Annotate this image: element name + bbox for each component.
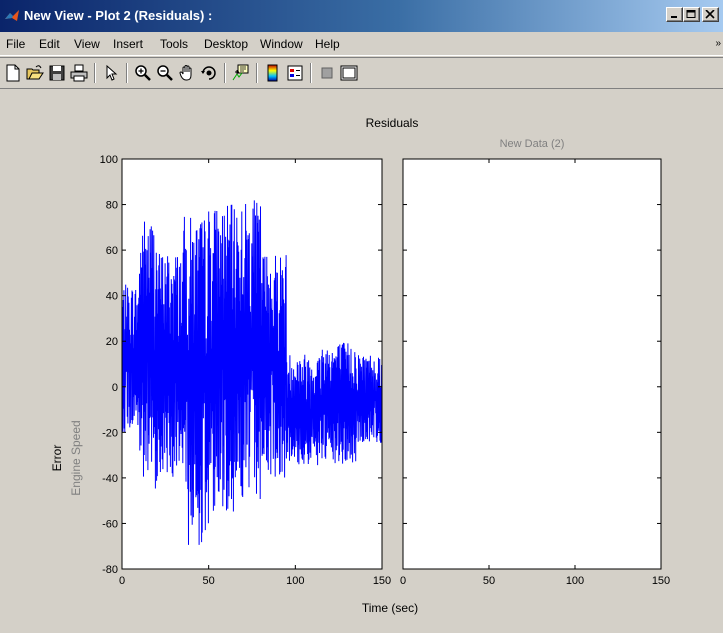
y-axis-label: Error	[50, 445, 64, 472]
toolbar-separator	[256, 63, 258, 83]
open-file-icon	[26, 65, 44, 80]
y-tick-label: -40	[102, 473, 118, 485]
show-plot-tools-button[interactable]	[338, 62, 360, 84]
colorbar-button[interactable]	[262, 62, 284, 84]
y-tick-label: -60	[102, 518, 118, 530]
y-tick-label: 100	[100, 154, 118, 166]
legend-button[interactable]	[284, 62, 306, 84]
axes-left-frame	[121, 158, 383, 570]
menu-insert[interactable]: Insert	[113, 37, 144, 51]
rotate-3d-icon	[201, 66, 216, 80]
axes-right[interactable]	[402, 158, 662, 570]
window-title: New View - Plot 2 (Residuals) :	[24, 8, 213, 23]
matlab-logo-icon	[5, 10, 19, 21]
hide-plot-tools-icon	[321, 67, 333, 79]
menu-file[interactable]: File	[6, 37, 26, 51]
legend-icon	[287, 65, 303, 81]
new-figure-button[interactable]	[2, 62, 24, 84]
close-button[interactable]	[702, 7, 719, 22]
figure-toolbar	[0, 57, 723, 89]
menu-view[interactable]: View	[74, 37, 100, 51]
residual-series-line	[121, 200, 383, 545]
residual-trace	[121, 200, 383, 545]
left-y-ticks: 100 80 60 40 20 0 -20 -40 -60 -80	[100, 154, 382, 576]
save-button[interactable]	[46, 62, 68, 84]
open-file-button[interactable]	[24, 62, 46, 84]
x-tick-label: 50	[203, 575, 215, 587]
colorbar-icon	[267, 64, 278, 82]
zoom-out-icon	[157, 65, 173, 81]
maximize-button[interactable]	[683, 7, 700, 22]
zoom-out-button[interactable]	[154, 62, 176, 84]
right-y-ticks	[403, 158, 661, 570]
y-tick-label: 0	[112, 382, 118, 394]
rotate-3d-button[interactable]	[198, 62, 220, 84]
toolbar-separator	[126, 63, 128, 83]
toolbar-separator	[224, 63, 226, 83]
menu-desktop[interactable]: Desktop	[204, 37, 249, 51]
show-plot-tools-icon	[340, 65, 358, 81]
y-axis-sublabel: Engine Speed	[69, 420, 83, 495]
menu-tools[interactable]: Tools	[160, 37, 189, 51]
hide-plot-tools-button[interactable]	[316, 62, 338, 84]
edit-plot-button[interactable]	[100, 62, 122, 84]
pan-hand-icon	[179, 64, 192, 81]
save-icon	[49, 65, 65, 81]
data-cursor-button[interactable]	[230, 62, 252, 84]
zoom-in-button[interactable]	[132, 62, 154, 84]
y-tick-label: 80	[106, 200, 118, 212]
toolbar-separator	[310, 63, 312, 83]
print-icon	[70, 64, 88, 82]
figure-canvas: Residuals 100 80 60 40 20 0 -20 -40 -60 -80 0 50 10…	[0, 90, 723, 633]
x-tick-label: 0	[119, 575, 125, 587]
toolbar-separator	[94, 63, 96, 83]
y-tick-label: 40	[106, 291, 118, 303]
menu-overflow-chevron-icon[interactable]: »	[715, 38, 721, 49]
x-tick-label: 50	[483, 575, 495, 587]
x-tick-label: 100	[286, 575, 304, 587]
y-tick-label: 20	[106, 336, 118, 348]
y-tick-label: -20	[102, 427, 118, 439]
print-button[interactable]	[68, 62, 90, 84]
title-bar[interactable]: New View - Plot 2 (Residuals) :	[0, 0, 723, 32]
pan-button[interactable]	[176, 62, 198, 84]
x-axis-label: Time (sec)	[362, 601, 418, 615]
x-tick-label: 150	[373, 575, 391, 587]
x-tick-label: 100	[566, 575, 584, 587]
right-x-ticks: 0 50 100 150	[400, 159, 670, 587]
y-tick-label: 60	[106, 245, 118, 257]
menu-edit[interactable]: Edit	[39, 37, 60, 51]
close-icon	[705, 10, 715, 19]
maximize-icon	[686, 10, 696, 18]
x-tick-label: 150	[652, 575, 670, 587]
zoom-in-icon	[135, 65, 151, 81]
left-x-ticks: 0 50 100 150	[119, 159, 391, 587]
menu-bar: File Edit View Insert Tools Desktop Wind…	[0, 32, 723, 56]
menu-help[interactable]: Help	[315, 37, 340, 51]
axes-right-title: New Data (2)	[500, 138, 565, 150]
x-tick-label: 0	[400, 575, 406, 587]
minimize-icon	[671, 16, 677, 18]
y-tick-label: -80	[102, 564, 118, 576]
data-cursor-icon	[232, 64, 249, 81]
new-figure-icon	[6, 64, 20, 82]
minimize-button[interactable]	[666, 7, 683, 22]
edit-plot-arrow-icon	[106, 64, 118, 81]
figure-title: Residuals	[366, 116, 419, 130]
menu-window[interactable]: Window	[260, 37, 303, 51]
